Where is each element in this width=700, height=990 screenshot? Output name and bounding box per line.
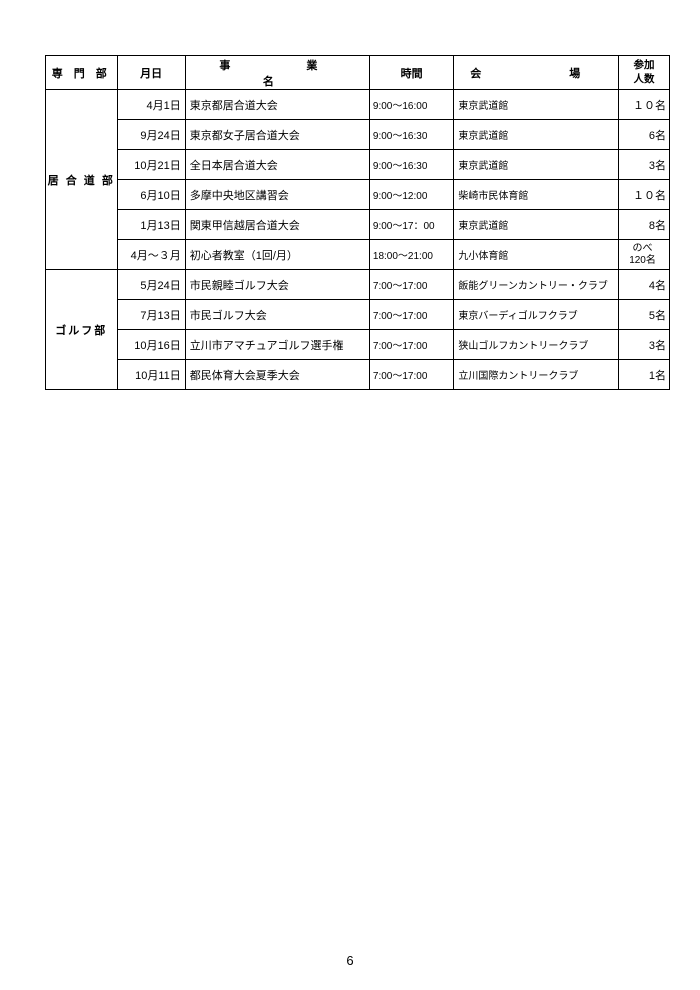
table-row: 4月～３月初心者教室（1回/月）18:00～21:00九小体育館のべ120名 <box>46 240 670 270</box>
events-table: 専 門 部 月日 事 業 名 時間 会 場 参加 人数 居 合 道 部4月1日東… <box>45 55 670 390</box>
dept-cell: 居 合 道 部 <box>46 90 118 270</box>
count-cell: 8名 <box>619 210 670 240</box>
date-cell: 10月16日 <box>117 330 185 360</box>
hdr-event: 事 業 名 <box>185 56 369 90</box>
count-cell: 1名 <box>619 360 670 390</box>
table-row: 1月13日関東甲信越居合道大会9:00～17：00東京武道館8名 <box>46 210 670 240</box>
hdr-count: 参加 人数 <box>619 56 670 90</box>
event-cell: 東京都居合道大会 <box>185 90 369 120</box>
date-cell: 4月～３月 <box>117 240 185 270</box>
venue-cell: 東京武道館 <box>454 210 619 240</box>
venue-cell: 狭山ゴルフカントリークラブ <box>454 330 619 360</box>
hdr-date: 月日 <box>117 56 185 90</box>
time-cell: 9:00～17：00 <box>369 210 454 240</box>
event-cell: 都民体育大会夏季大会 <box>185 360 369 390</box>
event-cell: 市民親睦ゴルフ大会 <box>185 270 369 300</box>
event-cell: 立川市アマチュアゴルフ選手権 <box>185 330 369 360</box>
table-header-row: 専 門 部 月日 事 業 名 時間 会 場 参加 人数 <box>46 56 670 90</box>
count-cell: 6名 <box>619 120 670 150</box>
time-cell: 7:00～17:00 <box>369 330 454 360</box>
count-cell: 5名 <box>619 300 670 330</box>
count-cell: のべ120名 <box>619 240 670 270</box>
date-cell: 1月13日 <box>117 210 185 240</box>
time-cell: 9:00～16:00 <box>369 90 454 120</box>
table-row: 居 合 道 部4月1日東京都居合道大会9:00～16:00東京武道館１０名 <box>46 90 670 120</box>
date-cell: 10月11日 <box>117 360 185 390</box>
time-cell: 9:00～16:30 <box>369 120 454 150</box>
venue-cell: 柴崎市民体育館 <box>454 180 619 210</box>
date-cell: 10月21日 <box>117 150 185 180</box>
count-cell: 3名 <box>619 330 670 360</box>
table-row: ゴルフ部5月24日市民親睦ゴルフ大会7:00～17:00飯能グリーンカントリー・… <box>46 270 670 300</box>
venue-cell: 東京武道館 <box>454 150 619 180</box>
time-cell: 7:00～17:00 <box>369 360 454 390</box>
count-cell: 4名 <box>619 270 670 300</box>
time-cell: 9:00～16:30 <box>369 150 454 180</box>
venue-cell: 九小体育館 <box>454 240 619 270</box>
date-cell: 7月13日 <box>117 300 185 330</box>
table-row: 9月24日東京都女子居合道大会9:00～16:30東京武道館6名 <box>46 120 670 150</box>
table-row: 6月10日多摩中央地区講習会9:00～12:00柴崎市民体育館１０名 <box>46 180 670 210</box>
venue-cell: 東京武道館 <box>454 90 619 120</box>
table-row: 7月13日市民ゴルフ大会7:00～17:00東京バーディゴルフクラブ5名 <box>46 300 670 330</box>
count-cell: １０名 <box>619 180 670 210</box>
event-cell: 全日本居合道大会 <box>185 150 369 180</box>
hdr-count-l1: 参加 <box>634 59 655 71</box>
table-row: 10月11日都民体育大会夏季大会7:00～17:00立川国際カントリークラブ1名 <box>46 360 670 390</box>
count-cell: 3名 <box>619 150 670 180</box>
date-cell: 9月24日 <box>117 120 185 150</box>
table-row: 10月16日立川市アマチュアゴルフ選手権7:00～17:00狭山ゴルフカントリー… <box>46 330 670 360</box>
time-cell: 9:00～12:00 <box>369 180 454 210</box>
date-cell: 6月10日 <box>117 180 185 210</box>
venue-cell: 東京武道館 <box>454 120 619 150</box>
time-cell: 18:00～21:00 <box>369 240 454 270</box>
venue-cell: 立川国際カントリークラブ <box>454 360 619 390</box>
date-cell: 5月24日 <box>117 270 185 300</box>
time-cell: 7:00～17:00 <box>369 270 454 300</box>
hdr-count-l2: 人数 <box>634 73 655 85</box>
table-row: 10月21日全日本居合道大会9:00～16:30東京武道館3名 <box>46 150 670 180</box>
page-number: 6 <box>0 953 700 968</box>
event-cell: 東京都女子居合道大会 <box>185 120 369 150</box>
event-cell: 多摩中央地区講習会 <box>185 180 369 210</box>
hdr-venue: 会 場 <box>454 56 619 90</box>
date-cell: 4月1日 <box>117 90 185 120</box>
hdr-dept: 専 門 部 <box>46 56 118 90</box>
event-cell: 初心者教室（1回/月） <box>185 240 369 270</box>
event-cell: 市民ゴルフ大会 <box>185 300 369 330</box>
time-cell: 7:00～17:00 <box>369 300 454 330</box>
count-cell: １０名 <box>619 90 670 120</box>
event-cell: 関東甲信越居合道大会 <box>185 210 369 240</box>
dept-cell: ゴルフ部 <box>46 270 118 390</box>
venue-cell: 飯能グリーンカントリー・クラブ <box>454 270 619 300</box>
venue-cell: 東京バーディゴルフクラブ <box>454 300 619 330</box>
